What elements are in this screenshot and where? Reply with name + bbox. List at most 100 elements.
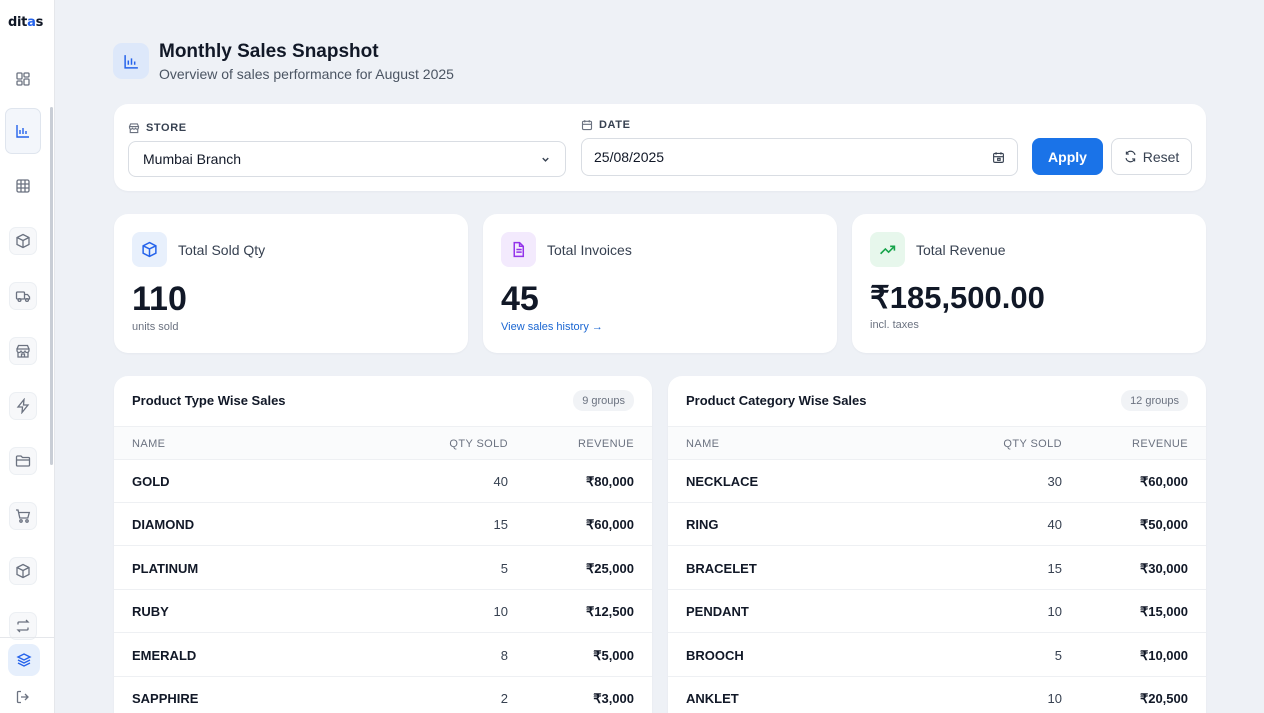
- table-row[interactable]: BROOCH 5 ₹10,000: [668, 634, 1206, 677]
- calendar-small-icon: [581, 120, 593, 131]
- cell-name: DIAMOND: [132, 517, 195, 532]
- group-count-badge: 9 groups: [573, 390, 634, 411]
- document-icon: [501, 232, 536, 267]
- chevron-down-icon: [542, 157, 549, 162]
- cell-revenue: ₹15,000: [1139, 604, 1188, 619]
- cart-icon[interactable]: [9, 502, 37, 530]
- table-row[interactable]: GOLD 40 ₹80,000: [114, 460, 652, 503]
- table-row[interactable]: EMERALD 8 ₹5,000: [114, 634, 652, 677]
- cell-qty: 40: [1047, 517, 1062, 532]
- page-subtitle: Overview of sales performance for August…: [159, 66, 454, 82]
- sidebar-scrollbar[interactable]: [50, 107, 53, 465]
- cell-revenue: ₹60,000: [585, 517, 634, 532]
- stat-card-revenue: Total Revenue ₹185,500.00 incl. taxes: [852, 214, 1206, 353]
- view-sales-history-link[interactable]: View sales history →: [501, 321, 603, 333]
- column-header-revenue[interactable]: REVENUE: [1132, 438, 1188, 450]
- column-header-qty[interactable]: QTY SOLD: [449, 438, 508, 450]
- cell-qty: 15: [493, 517, 508, 532]
- product-category-table: Product Category Wise Sales 12 groups NA…: [668, 376, 1206, 713]
- store-small-icon: [128, 123, 140, 134]
- store-icon[interactable]: [9, 337, 37, 365]
- package-icon[interactable]: [9, 557, 37, 585]
- cell-revenue: ₹20,500: [1139, 691, 1188, 706]
- store-select[interactable]: Mumbai Branch: [128, 141, 566, 177]
- truck-icon[interactable]: [9, 282, 37, 310]
- lightning-icon[interactable]: [9, 392, 37, 420]
- table-row[interactable]: PLATINUM 5 ₹25,000: [114, 547, 652, 590]
- cell-name: PLATINUM: [132, 561, 199, 576]
- cell-revenue: ₹30,000: [1139, 561, 1188, 576]
- table-title: Product Type Wise Sales: [132, 393, 286, 408]
- dashboard-icon[interactable]: [9, 65, 37, 93]
- box-icon: [132, 232, 167, 267]
- stat-value: 45: [501, 280, 539, 318]
- reset-button[interactable]: Reset: [1111, 138, 1192, 175]
- date-label: DATE: [581, 119, 631, 131]
- sidebar: ditas: [0, 0, 55, 713]
- cell-qty: 2: [500, 691, 508, 706]
- sales-report-icon[interactable]: [5, 108, 41, 154]
- cell-name: EMERALD: [132, 648, 197, 663]
- table-header: NAME QTY SOLD REVENUE: [114, 426, 652, 460]
- stat-label: Total Invoices: [547, 242, 632, 258]
- trending-up-icon: [870, 232, 905, 267]
- transfer-icon[interactable]: [9, 612, 37, 640]
- cell-name: RUBY: [132, 604, 169, 619]
- cell-name: BRACELET: [686, 561, 757, 576]
- table-row[interactable]: RING 40 ₹50,000: [668, 503, 1206, 546]
- layers-icon[interactable]: [8, 644, 40, 676]
- column-header-qty[interactable]: QTY SOLD: [1003, 438, 1062, 450]
- cell-name: BROOCH: [686, 648, 744, 663]
- cell-qty: 10: [493, 604, 508, 619]
- column-header-name[interactable]: NAME: [132, 438, 166, 450]
- table-row[interactable]: NECKLACE 30 ₹60,000: [668, 460, 1206, 503]
- cell-qty: 5: [500, 561, 508, 576]
- table-row[interactable]: BRACELET 15 ₹30,000: [668, 547, 1206, 590]
- column-header-revenue[interactable]: REVENUE: [578, 438, 634, 450]
- cell-revenue: ₹50,000: [1139, 517, 1188, 532]
- stat-label: Total Revenue: [916, 242, 1006, 258]
- table-grid-icon[interactable]: [9, 172, 37, 200]
- cell-qty: 15: [1047, 561, 1062, 576]
- inventory-box-icon[interactable]: [9, 227, 37, 255]
- store-label: STORE: [128, 122, 187, 134]
- cell-revenue: ₹10,000: [1139, 648, 1188, 663]
- calendar-icon: [993, 151, 1004, 163]
- chart-bar-icon: [113, 43, 149, 79]
- table-row[interactable]: PENDANT 10 ₹15,000: [668, 590, 1206, 633]
- table-row[interactable]: ANKLET 10 ₹20,500: [668, 677, 1206, 713]
- stat-value: ₹185,500.00: [870, 280, 1045, 315]
- folder-icon[interactable]: [9, 447, 37, 475]
- cell-qty: 8: [500, 648, 508, 663]
- cell-qty: 40: [493, 474, 508, 489]
- table-row[interactable]: DIAMOND 15 ₹60,000: [114, 503, 652, 546]
- cell-name: PENDANT: [686, 604, 749, 619]
- cell-qty: 10: [1047, 604, 1062, 619]
- cell-name: GOLD: [132, 474, 170, 489]
- table-row[interactable]: RUBY 10 ₹12,500: [114, 590, 652, 633]
- cell-revenue: ₹80,000: [585, 474, 634, 489]
- cell-name: NECKLACE: [686, 474, 759, 489]
- stat-footnote: units sold: [132, 321, 179, 333]
- page-title: Monthly Sales Snapshot: [159, 41, 379, 62]
- filter-panel: STORE Mumbai Branch DATE 25/08/2025 Appl…: [114, 104, 1206, 191]
- apply-button[interactable]: Apply: [1032, 138, 1103, 175]
- cell-revenue: ₹60,000: [1139, 474, 1188, 489]
- column-header-name[interactable]: NAME: [686, 438, 720, 450]
- date-input[interactable]: 25/08/2025: [581, 138, 1018, 176]
- table-row[interactable]: SAPPHIRE 2 ₹3,000: [114, 677, 652, 713]
- product-type-table: Product Type Wise Sales 9 groups NAME QT…: [114, 376, 652, 713]
- logout-icon[interactable]: [9, 683, 37, 711]
- stat-card-invoices: Total Invoices 45 View sales history →: [483, 214, 837, 353]
- date-input-value: 25/08/2025: [594, 149, 665, 165]
- cell-qty: 30: [1047, 474, 1062, 489]
- table-title: Product Category Wise Sales: [686, 393, 867, 408]
- group-count-badge: 12 groups: [1121, 390, 1188, 411]
- table-header: NAME QTY SOLD REVENUE: [668, 426, 1206, 460]
- cell-revenue: ₹25,000: [585, 561, 634, 576]
- app-logo[interactable]: ditas: [8, 15, 44, 30]
- sidebar-divider: [0, 637, 55, 638]
- cell-name: SAPPHIRE: [132, 691, 199, 706]
- stat-card-sold-qty: Total Sold Qty 110 units sold: [114, 214, 468, 353]
- cell-revenue: ₹5,000: [593, 648, 634, 663]
